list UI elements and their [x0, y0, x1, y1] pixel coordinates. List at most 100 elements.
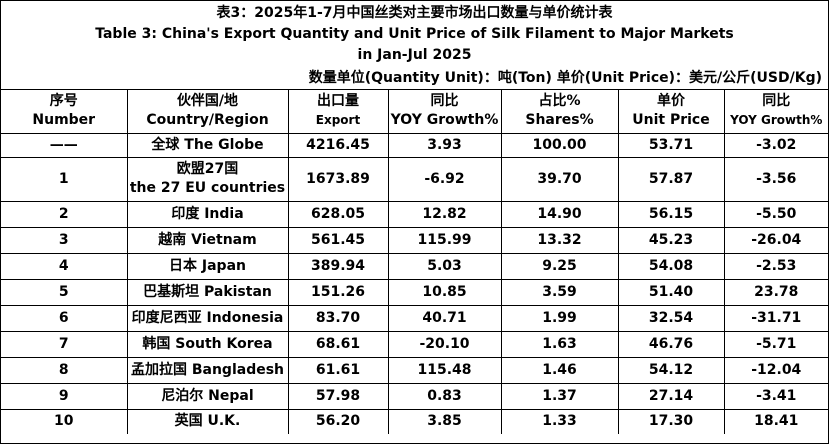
cell-text: 18.41	[754, 413, 799, 430]
data-cell: 3.59	[500, 278, 619, 306]
cell-text: -31.71	[751, 309, 802, 326]
cell-text: 7	[58, 335, 69, 352]
table: 序号 Number 伙伴国/地 Country/Region 出口量 Export 同比 YO…	[1, 90, 828, 434]
cell-text: -20.10	[419, 335, 470, 352]
data-row: 5 巴基斯坦 Pakistan 151.26 10.85 3.59 51.40 23.78	[1, 278, 828, 306]
cell-text: 100.00	[532, 136, 587, 153]
data-row: 1 欧盟27国 the 27 EU countries 1673.89 -6.92 39.…	[1, 156, 828, 202]
data-cell: 46.76	[617, 330, 725, 358]
data-cell: 115.99	[387, 226, 502, 254]
cell-text: 4	[58, 257, 69, 274]
data-cell: -5.71	[723, 330, 828, 358]
data-cell: 27.14	[617, 382, 725, 410]
header-row: 序号 Number 伙伴国/地 Country/Region 出口量 Export 同比 YO…	[1, 90, 828, 134]
data-cell: 13.32	[500, 226, 619, 254]
header-cell: 占比% Shares%	[500, 90, 619, 134]
cell-text: 83.70	[315, 309, 361, 326]
data-cell: -2.53	[723, 252, 828, 280]
data-cell: 83.70	[287, 304, 389, 332]
cell-text: 5	[58, 283, 69, 300]
cell-text: 13.32	[537, 231, 582, 248]
data-cell: 越南 Vietnam	[126, 226, 289, 254]
cell-text: 欧盟27国	[176, 161, 239, 177]
data-cell: 628.05	[287, 200, 389, 228]
cell-text: 27.14	[648, 387, 694, 404]
data-cell: 巴基斯坦 Pakistan	[126, 278, 289, 306]
data-cell: 100.00	[500, 132, 619, 158]
data-cell: -20.10	[387, 330, 502, 358]
data-cell: -3.41	[723, 382, 828, 410]
data-cell: 4	[1, 252, 128, 280]
cell-text: -2.53	[756, 257, 797, 274]
cell-text: 8	[58, 361, 69, 378]
data-cell: 53.71	[617, 132, 725, 158]
data-cell: -3.56	[723, 156, 828, 202]
data-cell: 3.93	[387, 132, 502, 158]
data-cell: -5.50	[723, 200, 828, 228]
data-cell: 8	[1, 356, 128, 384]
cell-text: 印度尼西亚 Indonesia	[131, 309, 284, 326]
data-cell: 尼泊尔 Nepal	[126, 382, 289, 410]
cell-text: 1673.89	[306, 170, 370, 187]
cell-text: 56.20	[315, 413, 361, 430]
data-cell: 10.85	[387, 278, 502, 306]
cell-text: 印度 India	[171, 205, 244, 222]
data-row: 4 日本 Japan 389.94 5.03 9.25 54.08 -2.53	[1, 252, 828, 280]
cell-text: 10.85	[422, 283, 467, 300]
data-cell: 10	[1, 408, 128, 434]
data-cell: 57.98	[287, 382, 389, 410]
cell-text: 出口量	[317, 93, 359, 110]
cell-text: 孟加拉国 Bangladesh	[130, 361, 285, 378]
data-cell: 12.82	[387, 200, 502, 228]
cell-text: 61.61	[315, 361, 361, 378]
cell-text: 57.87	[648, 170, 694, 187]
data-cell: 14.90	[500, 200, 619, 228]
cell-text: 68.61	[315, 335, 361, 352]
cell-text: 越南 Vietnam	[158, 231, 257, 248]
cell-text: 14.90	[537, 205, 582, 222]
cell-text: 4216.45	[306, 136, 370, 153]
cell-text: 3.85	[427, 413, 462, 430]
data-cell: 欧盟27国 the 27 EU countries	[126, 156, 289, 202]
data-cell: 印度 India	[126, 200, 289, 228]
cell-text: 39.70	[537, 170, 582, 187]
header-cell: 同比 YOY Growth%	[723, 90, 828, 134]
data-cell: 56.15	[617, 200, 725, 228]
data-cell: 印度尼西亚 Indonesia	[126, 304, 289, 332]
cell-text: 1.37	[542, 387, 577, 404]
cell-text: 3.59	[542, 283, 577, 300]
data-cell: 全球 The Globe	[126, 132, 289, 158]
cell-text: 尼泊尔 Nepal	[161, 387, 254, 404]
cell-text: 日本 Japan	[169, 257, 246, 274]
cell-text: 54.12	[648, 361, 694, 378]
data-cell: 孟加拉国 Bangladesh	[126, 356, 289, 384]
data-cell: 7	[1, 330, 128, 358]
data-cell: 日本 Japan	[126, 252, 289, 280]
data-cell: 3.85	[387, 408, 502, 434]
data-cell: 0.83	[387, 382, 502, 410]
data-cell: 5.03	[387, 252, 502, 280]
title-en: Table 3: China's Export Quantity and Uni…	[95, 26, 734, 42]
title-en: in Jan-Jul 2025	[357, 47, 472, 63]
data-row: 9 尼泊尔 Nepal 57.98 0.83 1.37 27.14 -3.41	[1, 382, 828, 410]
data-row: 8 孟加拉国 Bangladesh 61.61 115.48 1.46 54.12 -12.…	[1, 356, 828, 384]
header-cell: 序号 Number	[1, 90, 128, 134]
data-cell: -6.92	[387, 156, 502, 202]
data-row: 10 英国 U.K. 56.20 3.85 1.33 17.30 18.41	[1, 408, 828, 434]
cell-text: YOY Growth%	[390, 112, 499, 129]
data-cell: 23.78	[723, 278, 828, 306]
cell-text: -12.04	[751, 361, 802, 378]
data-row: 3 越南 Vietnam 561.45 115.99 13.32 45.23 -26.04	[1, 226, 828, 254]
data-cell: 1.33	[500, 408, 619, 434]
header-cell: 出口量 Export	[287, 90, 389, 134]
data-cell: 1.63	[500, 330, 619, 358]
cell-text: 1.99	[542, 309, 577, 326]
cell-text: 占比%	[538, 93, 581, 110]
data-cell: 56.20	[287, 408, 389, 434]
data-cell: 4216.45	[287, 132, 389, 158]
data-cell: 32.54	[617, 304, 725, 332]
data-cell: 57.87	[617, 156, 725, 202]
cell-text: 151.26	[310, 283, 366, 300]
cell-text: 57.98	[315, 387, 361, 404]
